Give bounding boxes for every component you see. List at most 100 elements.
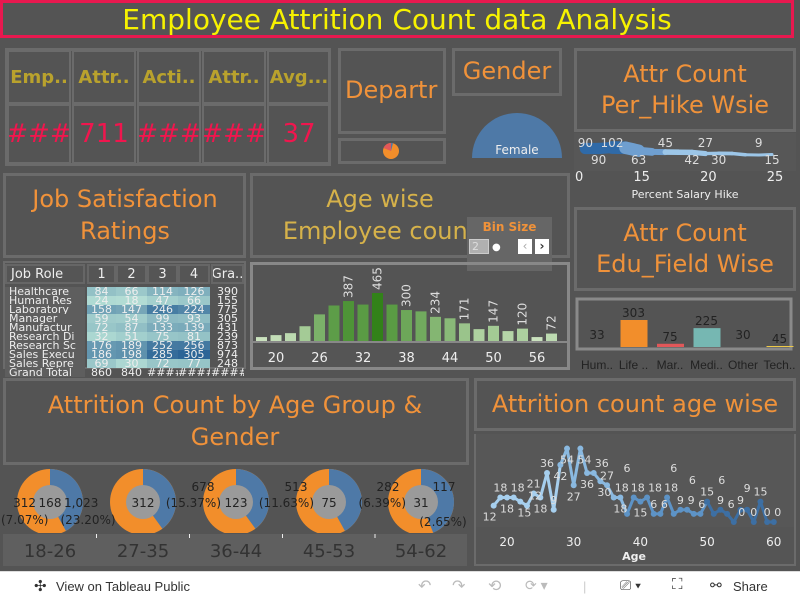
line-point[interactable] (724, 510, 731, 517)
line-point[interactable] (744, 506, 751, 513)
heatmap-header-2[interactable]: 2 (116, 264, 147, 284)
heatmap-cell[interactable]: 87 (116, 323, 147, 332)
heatmap-cell[interactable]: #### (178, 368, 210, 377)
line-point[interactable] (570, 482, 577, 489)
hist-bar[interactable] (285, 333, 296, 341)
hist-bar[interactable] (444, 318, 456, 341)
heatmap-cell[interactable]: 305 (178, 350, 210, 359)
line-point[interactable] (504, 494, 510, 501)
heatmap-header-5[interactable]: Gra.. (211, 264, 244, 284)
line-point[interactable] (590, 470, 597, 477)
heatmap-cell[interactable]: 198 (116, 350, 147, 359)
heatmap-header-4[interactable]: 4 (178, 264, 210, 284)
heatmap-cell[interactable]: 974 (217, 350, 238, 359)
line-point[interactable] (617, 494, 624, 501)
heatmap-cell[interactable]: 69 (87, 359, 116, 368)
heatmap-cell[interactable]: 158 (87, 305, 116, 314)
heatmap-cell[interactable]: 155 (217, 296, 238, 305)
heatmap-cell[interactable]: Sales Execu (5, 350, 85, 359)
line-point[interactable] (550, 506, 557, 513)
hist-bar[interactable] (328, 305, 340, 341)
heatmap-cell[interactable]: 75 (147, 332, 178, 341)
edu-bar[interactable] (766, 346, 794, 347)
gender-pie[interactable]: Female (470, 108, 565, 158)
bin-size-input[interactable]: 2 (469, 239, 489, 254)
hist-bar[interactable] (270, 335, 282, 341)
edu-bar[interactable] (657, 343, 684, 347)
heatmap-cell[interactable]: 186 (87, 350, 116, 359)
line-point[interactable] (557, 461, 564, 468)
heatmap-cell[interactable]: 246 (147, 305, 178, 314)
hist-bar[interactable] (488, 325, 499, 341)
line-point[interactable] (757, 498, 764, 505)
heatmap-cell[interactable]: 84 (87, 287, 116, 296)
hist-bar[interactable] (372, 293, 383, 341)
line-point[interactable] (624, 510, 631, 517)
line-point[interactable] (490, 502, 497, 509)
heatmap-cell[interactable]: 248 (217, 359, 238, 368)
fullscreen-icon[interactable]: ⛶ (672, 576, 683, 593)
agehist-chart[interactable]: 387 465 300 234 171 147 120 72 20 26 32 38 44 50 56 (253, 265, 567, 367)
line-point[interactable] (717, 506, 724, 513)
heatmap-cell[interactable]: 66 (178, 296, 210, 305)
hist-bar[interactable] (531, 337, 543, 341)
hist-bar[interactable] (415, 311, 427, 341)
hist-bar[interactable] (401, 310, 412, 341)
agegroup-chart[interactable]: 168 312 123 75 31312(7.07%)1,023(23.20%)678(… (0, 465, 470, 567)
heatmap-cell[interactable]: 224 (178, 305, 210, 314)
line-point[interactable] (597, 478, 604, 485)
heatmap-cell[interactable]: Healthcare (5, 287, 85, 296)
hist-bar[interactable] (473, 329, 485, 341)
heatmap-cell[interactable]: Grand Total (5, 368, 85, 377)
heatmap-cell[interactable]: 840 (121, 368, 142, 377)
line-point[interactable] (544, 470, 551, 477)
heatmap-cell[interactable]: 176 (87, 341, 116, 350)
line-point[interactable] (730, 519, 737, 525)
hist-bar[interactable] (357, 304, 369, 341)
hist-bar[interactable] (430, 316, 441, 341)
heatmap-cell[interactable]: 72 (147, 359, 178, 368)
hist-bar[interactable] (459, 323, 470, 341)
hist-bar[interactable] (343, 301, 354, 341)
line-point[interactable] (577, 445, 584, 452)
line-point[interactable] (524, 502, 531, 509)
heatmap-cell[interactable]: 775 (217, 305, 238, 314)
line-point[interactable] (604, 482, 611, 489)
heatmap-cell[interactable]: Research Sc (5, 341, 85, 350)
line-point[interactable] (664, 494, 671, 501)
line-point[interactable] (517, 498, 524, 505)
hist-bar[interactable] (546, 333, 557, 341)
line-point[interactable] (677, 506, 684, 513)
bin-increase-button[interactable]: › (535, 239, 549, 254)
heatmap-cell[interactable]: 47 (147, 296, 178, 305)
heatmap-cell[interactable]: 59 (87, 314, 116, 323)
heatmap-cell[interactable]: 873 (217, 341, 238, 350)
line-point[interactable] (564, 445, 571, 452)
heatmap-cell[interactable]: 860 (91, 368, 112, 377)
edu-bar[interactable] (693, 328, 721, 347)
undo-icon[interactable]: ↶ (418, 578, 432, 595)
heatmap-cell[interactable]: 133 (147, 323, 178, 332)
heatmap-cell[interactable]: 93 (178, 314, 210, 323)
slider-icon[interactable]: ● (492, 242, 501, 253)
heatmap-cell[interactable]: 24 (87, 296, 116, 305)
heatmap-cell[interactable]: 256 (178, 341, 210, 350)
line-point[interactable] (637, 498, 644, 505)
heatmap-cell[interactable]: 72 (87, 323, 116, 332)
heatmap-cell[interactable]: 239 (217, 332, 238, 341)
line-point[interactable] (750, 519, 757, 525)
refresh-icon[interactable]: ⟳ ▾ (525, 577, 548, 593)
heatmap-cell[interactable]: Research Di (5, 332, 85, 341)
revert-icon[interactable]: ⟲ (488, 578, 502, 595)
line-point[interactable] (510, 494, 517, 501)
heatmap-cell[interactable]: Manufactur (5, 323, 85, 332)
line-point[interactable] (737, 506, 744, 513)
hist-bar[interactable] (502, 331, 514, 341)
heatmap-cell[interactable]: Manager (5, 314, 85, 323)
department-pie[interactable] (381, 141, 401, 161)
view-on-tableau-link[interactable]: View on Tableau Public (56, 579, 190, 594)
line-point[interactable] (684, 506, 691, 513)
hist-bar[interactable] (299, 326, 311, 341)
heatmap-cell[interactable]: Laboratory (5, 305, 85, 314)
edu-chart[interactable]: 33 Hum.. 303 Life .. 75 Mar.. 225 Medi.. 30 Other… (575, 297, 797, 372)
